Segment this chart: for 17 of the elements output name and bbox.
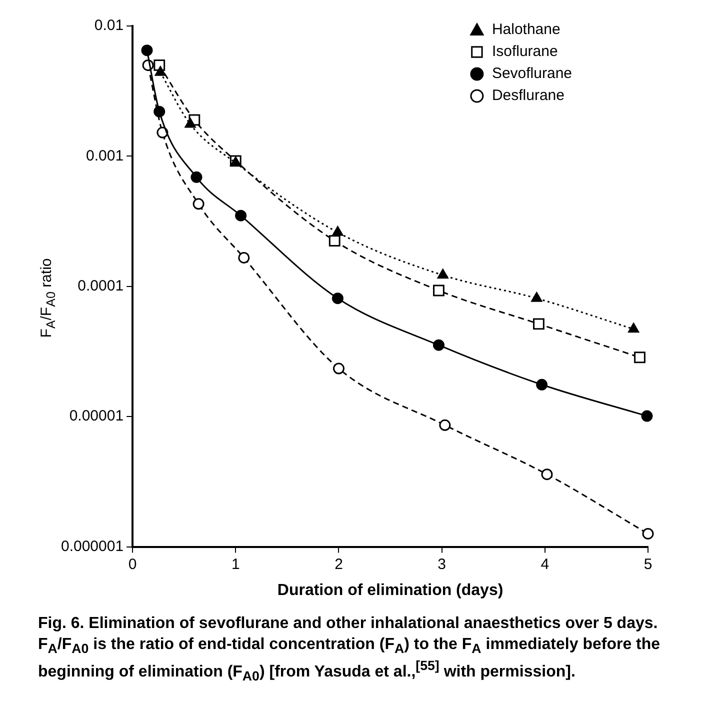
legend-label: Desflurane (492, 87, 564, 104)
x-tick-label: 5 (644, 556, 652, 573)
y-tick-label: 0.001 (86, 147, 124, 164)
x-tick-label: 4 (540, 556, 550, 573)
legend-label: Halothane (492, 21, 560, 38)
text: Fig. 6. Elimination of sevoflurane and other inhalational anaesthetics over 5 days. F$_{A}$/F$_{A0}$ is the ratio of end-tidal concentration (F$_{A}$) to the F$_{A}$ immediately before the beginning of elimination (F$_{A0}$) [from Yasuda et al.,$^{[55]}$ with permission]. (38, 615, 660, 684)
x-tick-label: 1 (231, 556, 240, 573)
x-tick-label: 3 (438, 556, 446, 573)
x-tick-label: 2 (334, 556, 343, 573)
y-tick-label: 0.01 (94, 17, 124, 34)
legend-label: Isoflurane (492, 43, 558, 60)
x-axis-title: Duration of elimination (days) (277, 582, 504, 599)
y-tick-label: 0.00001 (69, 408, 124, 425)
legend-label: Sevoflurane (492, 65, 572, 82)
y-tick-label: 0.000001 (60, 538, 124, 555)
x-tick-label: 0 (128, 556, 137, 573)
y-tick-label: 0.0001 (78, 278, 124, 295)
